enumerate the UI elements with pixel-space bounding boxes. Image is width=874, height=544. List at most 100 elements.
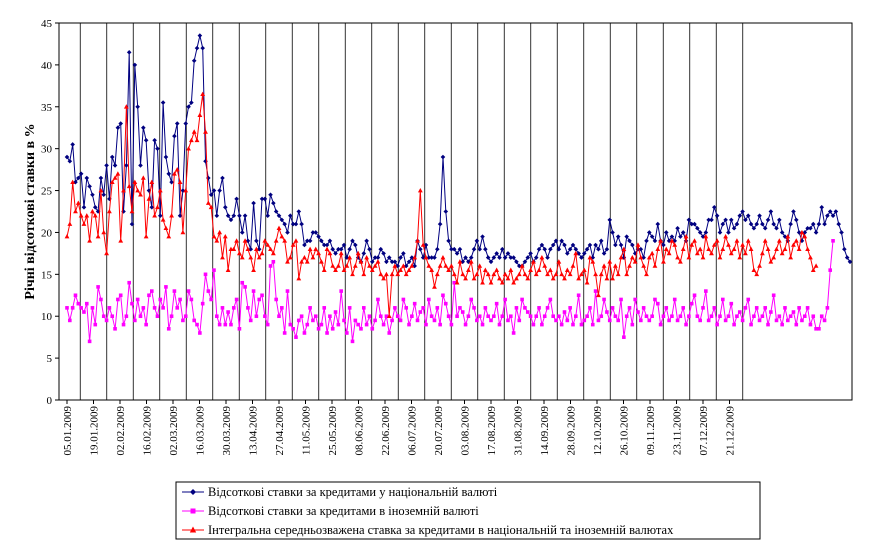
data-point [825, 213, 830, 218]
data-point [243, 285, 247, 289]
data-point [751, 225, 757, 231]
data-point [294, 335, 298, 339]
data-point [256, 254, 262, 260]
data-point [313, 246, 319, 251]
data-point [489, 318, 493, 323]
data-point [157, 187, 163, 193]
data-point [226, 310, 230, 314]
data-point [364, 254, 370, 260]
data-point [454, 280, 460, 285]
data-point [245, 238, 251, 244]
data-point [321, 242, 327, 248]
data-point [257, 297, 262, 302]
data-point [774, 225, 779, 231]
data-point [288, 322, 293, 327]
data-point [203, 129, 208, 134]
data-point [695, 314, 700, 319]
data-point [533, 255, 539, 260]
data-point [602, 297, 606, 302]
data-point [587, 242, 593, 248]
data-point [556, 246, 562, 252]
data-point [231, 213, 237, 218]
y-tick-label: 0 [47, 395, 53, 407]
x-tick-label: 02.02.2009 [115, 406, 127, 456]
data-point [268, 264, 273, 268]
data-point [567, 271, 573, 277]
y-tick-label: 5 [47, 353, 53, 365]
data-point [279, 234, 285, 239]
data-point [304, 238, 310, 244]
data-point [533, 271, 539, 277]
data-point [169, 314, 174, 319]
x-tick-label: 27.04.2009 [274, 406, 286, 456]
data-point [200, 91, 206, 97]
data-point [633, 297, 637, 302]
data-point [646, 254, 652, 260]
data-point [208, 192, 214, 198]
data-point [517, 318, 522, 323]
data-point [692, 293, 697, 298]
data-point [296, 209, 302, 214]
data-point [432, 255, 437, 260]
data-point [160, 217, 166, 222]
data-point [140, 175, 146, 180]
data-point [302, 331, 307, 335]
data-point [723, 217, 728, 223]
data-point [537, 306, 541, 310]
data-point [183, 314, 188, 319]
data-point [644, 238, 649, 244]
data-point [121, 187, 126, 193]
data-point [802, 234, 808, 239]
data-point [417, 187, 423, 193]
data-point [400, 263, 406, 268]
data-point [109, 154, 115, 160]
data-point [195, 322, 199, 327]
x-tick-label: 06.07.2009 [407, 406, 419, 456]
data-point [191, 129, 197, 134]
data-point [819, 314, 824, 319]
data-point [440, 254, 446, 260]
data-point [743, 250, 748, 256]
data-point [299, 259, 305, 264]
data-point [516, 271, 522, 277]
data-point [669, 238, 675, 243]
y-tick-label: 25 [41, 186, 53, 198]
data-point [237, 250, 242, 256]
data-point [601, 263, 607, 268]
data-point [175, 306, 180, 310]
data-point [126, 50, 132, 55]
data-point [554, 318, 558, 323]
data-point [548, 246, 553, 252]
data-point [276, 225, 282, 231]
data-point [615, 234, 621, 239]
data-point [285, 230, 290, 235]
data-point [310, 230, 316, 235]
data-point [259, 196, 265, 202]
data-point [605, 310, 609, 314]
data-point [703, 230, 709, 235]
data-point [463, 322, 468, 327]
data-point [471, 246, 477, 252]
data-point [251, 289, 256, 293]
data-point [333, 251, 338, 256]
data-point [112, 163, 118, 168]
data-point [720, 297, 725, 302]
data-point [783, 306, 787, 310]
data-point [686, 254, 692, 260]
data-point [678, 234, 683, 239]
data-point [157, 213, 163, 218]
data-point [525, 255, 531, 260]
data-point [135, 104, 140, 110]
data-point [460, 310, 465, 314]
data-point [68, 318, 72, 323]
y-axis-label: Річні відсоткові ставки в % [23, 123, 38, 299]
data-point [246, 306, 250, 310]
data-point [638, 246, 644, 252]
data-point [344, 263, 350, 268]
data-point [415, 238, 420, 243]
data-point [166, 171, 172, 177]
data-point [381, 322, 386, 327]
data-point [596, 292, 601, 298]
data-point [274, 297, 278, 302]
data-point [584, 280, 590, 285]
